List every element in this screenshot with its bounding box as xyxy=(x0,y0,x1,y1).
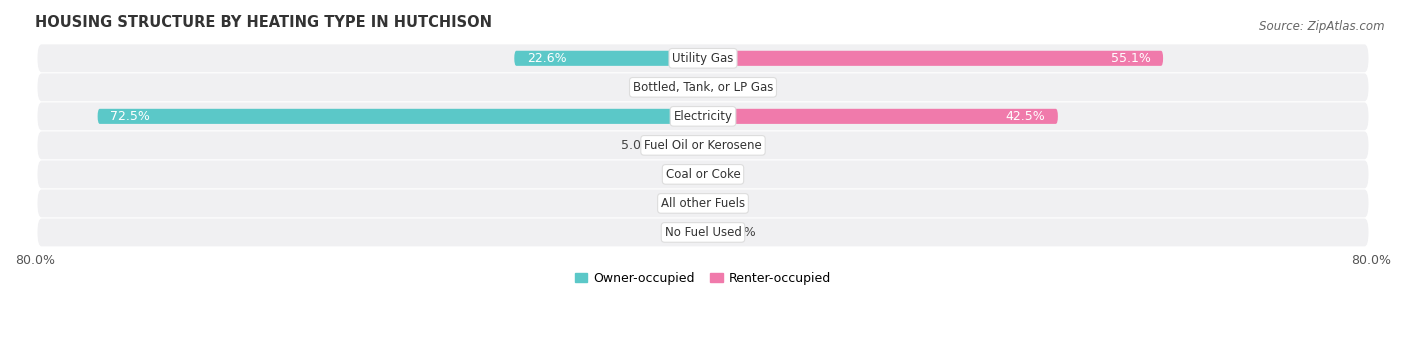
FancyBboxPatch shape xyxy=(38,160,1368,188)
Text: 0.0%: 0.0% xyxy=(711,197,744,210)
FancyBboxPatch shape xyxy=(703,80,709,95)
FancyBboxPatch shape xyxy=(703,51,1163,66)
Text: 42.5%: 42.5% xyxy=(1005,110,1045,123)
FancyBboxPatch shape xyxy=(515,51,703,66)
Text: 55.1%: 55.1% xyxy=(1111,52,1150,65)
Text: 1.6%: 1.6% xyxy=(724,226,756,239)
Legend: Owner-occupied, Renter-occupied: Owner-occupied, Renter-occupied xyxy=(569,267,837,290)
Text: 0.74%: 0.74% xyxy=(717,81,758,94)
Text: 0.0%: 0.0% xyxy=(662,197,695,210)
FancyBboxPatch shape xyxy=(38,102,1368,130)
Text: No Fuel Used: No Fuel Used xyxy=(665,226,741,239)
FancyBboxPatch shape xyxy=(38,219,1368,246)
FancyBboxPatch shape xyxy=(703,225,717,240)
FancyBboxPatch shape xyxy=(38,189,1368,217)
Text: Source: ZipAtlas.com: Source: ZipAtlas.com xyxy=(1260,20,1385,33)
Text: 22.6%: 22.6% xyxy=(527,52,567,65)
Text: 5.0%: 5.0% xyxy=(621,139,652,152)
Text: 0.0%: 0.0% xyxy=(662,168,695,181)
FancyBboxPatch shape xyxy=(38,73,1368,101)
Text: Bottled, Tank, or LP Gas: Bottled, Tank, or LP Gas xyxy=(633,81,773,94)
Text: 0.0%: 0.0% xyxy=(711,168,744,181)
Text: Electricity: Electricity xyxy=(673,110,733,123)
FancyBboxPatch shape xyxy=(661,138,703,153)
FancyBboxPatch shape xyxy=(97,109,703,124)
FancyBboxPatch shape xyxy=(703,109,1057,124)
Text: 0.0%: 0.0% xyxy=(662,226,695,239)
Text: 72.5%: 72.5% xyxy=(110,110,150,123)
Text: HOUSING STRUCTURE BY HEATING TYPE IN HUTCHISON: HOUSING STRUCTURE BY HEATING TYPE IN HUT… xyxy=(35,15,492,30)
FancyBboxPatch shape xyxy=(38,132,1368,159)
Text: 0.0%: 0.0% xyxy=(662,81,695,94)
Text: All other Fuels: All other Fuels xyxy=(661,197,745,210)
Text: Fuel Oil or Kerosene: Fuel Oil or Kerosene xyxy=(644,139,762,152)
Text: Coal or Coke: Coal or Coke xyxy=(665,168,741,181)
FancyBboxPatch shape xyxy=(38,45,1368,72)
Text: Utility Gas: Utility Gas xyxy=(672,52,734,65)
Text: 0.0%: 0.0% xyxy=(711,139,744,152)
